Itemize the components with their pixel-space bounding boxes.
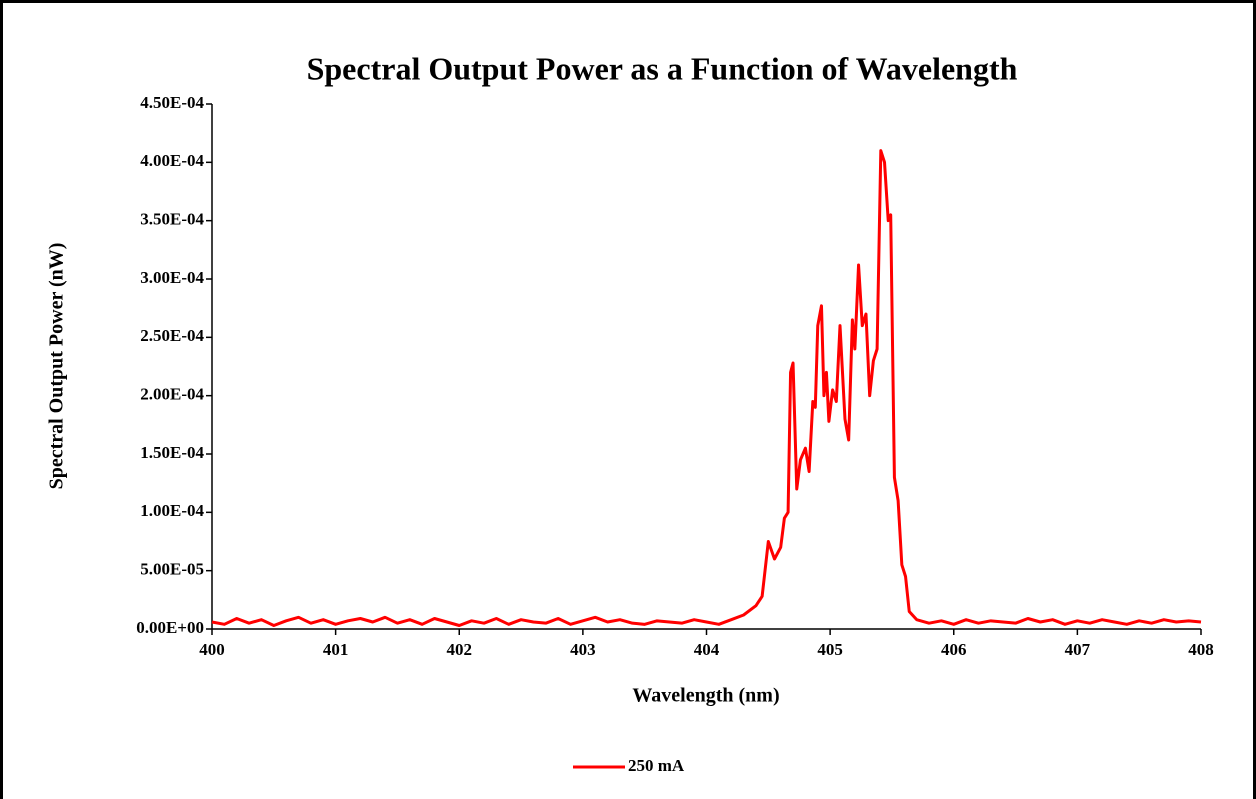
- y-tick-label: 1.50E-04: [140, 443, 204, 462]
- series-line: [211, 149, 1202, 627]
- x-tick-label: 400: [199, 640, 225, 659]
- chart-title: Spectral Output Power as a Function of W…: [307, 50, 1018, 86]
- y-tick-label: 4.00E-04: [140, 151, 204, 170]
- x-tick-label: 406: [941, 640, 967, 659]
- x-axis-label: Wavelength (nm): [632, 685, 779, 707]
- y-tick-label: 2.50E-04: [140, 326, 204, 345]
- x-tick-label: 408: [1188, 640, 1214, 659]
- y-tick-label: 5.00E-05: [140, 560, 204, 579]
- y-tick-label: 3.00E-04: [140, 268, 204, 287]
- x-tick-label: 401: [323, 640, 349, 659]
- y-tick-label: 4.50E-04: [140, 93, 204, 112]
- x-tick-label: 402: [447, 640, 473, 659]
- x-tick-label: 403: [570, 640, 596, 659]
- y-tick-label: 2.00E-04: [140, 385, 204, 404]
- x-tick-label: 407: [1065, 640, 1091, 659]
- y-tick-label: 0.00E+00: [136, 618, 204, 637]
- y-tick-label: 3.50E-04: [140, 210, 204, 229]
- y-axis-label: Spectral Output Power (nW): [46, 243, 68, 490]
- legend-label: 250 mA: [628, 756, 685, 775]
- x-tick-label: 405: [817, 640, 843, 659]
- x-tick-label: 404: [694, 640, 720, 659]
- y-tick-label: 1.00E-04: [140, 501, 204, 520]
